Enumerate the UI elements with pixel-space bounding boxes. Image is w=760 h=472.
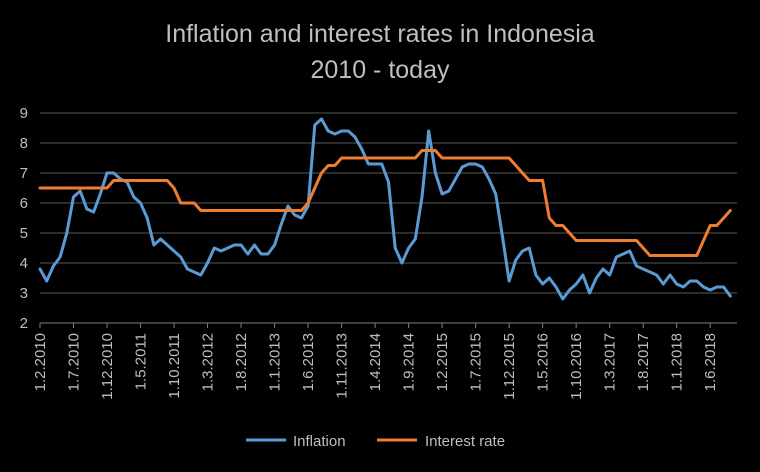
- y-tick-label: 5: [20, 225, 28, 242]
- x-tick-label: 1.7.2015: [468, 333, 485, 391]
- legend-label: Interest rate: [425, 433, 505, 450]
- x-tick-label: 1.1.2018: [669, 333, 686, 391]
- y-tick-label: 8: [20, 135, 28, 152]
- y-tick-label: 3: [20, 285, 28, 302]
- x-tick-label: 1.5.2016: [535, 333, 552, 391]
- x-tick-label: 1.12.2010: [99, 333, 116, 400]
- x-tick-label: 1.10.2016: [568, 333, 585, 400]
- x-tick-label: 1.9.2014: [401, 333, 418, 391]
- x-tick-label: 1.2.2010: [32, 333, 49, 391]
- y-tick-label: 9: [20, 105, 28, 122]
- x-tick-label: 1.11.2013: [334, 333, 351, 399]
- x-tick-label: 1.8.2017: [635, 333, 652, 391]
- chart-subtitle: 2010 - today: [310, 56, 450, 84]
- x-tick-label: 1.1.2013: [267, 333, 284, 391]
- x-tick-label: 1.3.2012: [200, 333, 217, 391]
- x-tick-label: 1.6.2018: [702, 333, 719, 391]
- series-line-inflation: [38, 117, 732, 301]
- legend: Inflation Interest rate: [246, 433, 505, 450]
- y-tick-label: 4: [20, 255, 28, 272]
- x-tick-label: 1.5.2011: [133, 333, 150, 390]
- x-tick-label: 1.3.2017: [602, 333, 619, 391]
- series-line-interest-rate: [38, 149, 732, 257]
- x-tick-label: 1.10.2011: [166, 333, 183, 399]
- x-tick-label: 1.6.2013: [300, 333, 317, 391]
- x-tick-label: 1.7.2010: [66, 333, 83, 391]
- chart-title: Inflation and interest rates in Indonesi…: [165, 20, 595, 48]
- x-tick-label: 1.8.2012: [233, 333, 250, 391]
- x-tick-label: 1.4.2014: [367, 333, 384, 391]
- series: [38, 117, 732, 301]
- x-tick-label: 1.12.2015: [501, 333, 518, 400]
- y-tick-label: 2: [20, 315, 28, 332]
- y-tick-label: 6: [20, 195, 28, 212]
- x-tick-label: 1.2.2015: [434, 333, 451, 391]
- y-axis: 2 3 4 5 6 7 8 9: [20, 105, 28, 332]
- gridlines: [40, 112, 737, 324]
- y-tick-label: 7: [20, 165, 28, 182]
- legend-label: Inflation: [293, 433, 346, 450]
- x-axis: 1.2.2010 1.7.2010 1.12.2010 1.5.2011 1.10.20…: [32, 322, 737, 400]
